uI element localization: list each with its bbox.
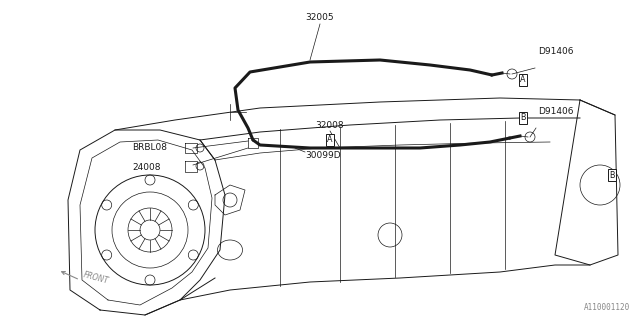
Text: 32008: 32008 (316, 121, 344, 130)
Text: 30099D: 30099D (305, 150, 340, 159)
Text: A: A (327, 135, 333, 145)
Text: B: B (520, 114, 525, 123)
Text: B: B (609, 171, 615, 180)
Text: A: A (520, 76, 525, 84)
Text: D91406: D91406 (538, 108, 573, 116)
Text: 32005: 32005 (306, 13, 334, 22)
Text: D91406: D91406 (538, 47, 573, 57)
Text: A110001120: A110001120 (584, 303, 630, 312)
Text: FRONT: FRONT (82, 270, 109, 286)
Text: 24008: 24008 (132, 164, 161, 172)
Text: BRBL08: BRBL08 (132, 143, 167, 153)
